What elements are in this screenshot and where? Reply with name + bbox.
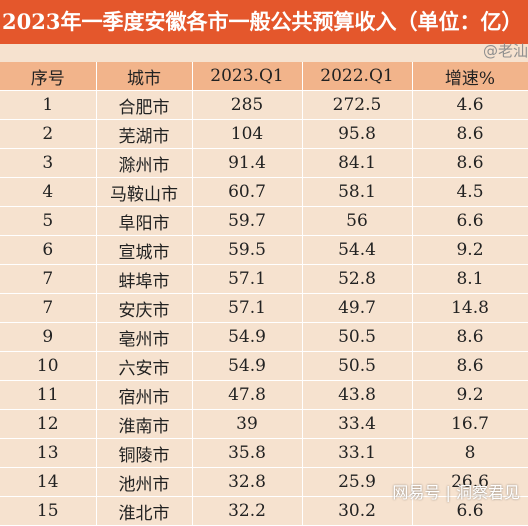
table-header: 序号 城市 2023.Q1 2022.Q1 增速% [0, 62, 528, 91]
cell-rank: 11 [0, 380, 97, 410]
table-row: 11 宿州市 47.8 43.8 9.2 [0, 380, 528, 410]
cell-city: 六安市 [96, 351, 193, 381]
cell-growth: 8.6 [412, 119, 528, 149]
cell-rank: 12 [0, 409, 97, 439]
cell-2023q1: 285 [192, 90, 303, 120]
cell-2023q1: 57.1 [192, 293, 303, 323]
table-row: 1 合肥市 285 272.5 4.6 [0, 90, 528, 120]
cell-2023q1: 39 [192, 409, 303, 439]
cell-city: 淮南市 [96, 409, 193, 439]
cell-city: 宣城市 [96, 235, 193, 265]
header-city: 城市 [96, 62, 193, 91]
cell-city: 芜湖市 [96, 119, 193, 149]
cell-city: 淮北市 [96, 496, 193, 526]
cell-2022q1: 54.4 [302, 235, 413, 265]
table-row: 6 宣城市 59.5 54.4 9.2 [0, 235, 528, 265]
cell-2022q1: 272.5 [302, 90, 413, 120]
header-2023q1: 2023.Q1 [192, 62, 303, 91]
cell-rank: 3 [0, 148, 97, 178]
table-row: 9 亳州市 54.9 50.5 8.6 [0, 322, 528, 352]
table-row: 3 滁州市 91.4 84.1 8.6 [0, 148, 528, 178]
cell-city: 蚌埠市 [96, 264, 193, 294]
cell-2022q1: 56 [302, 206, 413, 236]
cell-2023q1: 91.4 [192, 148, 303, 178]
table-row: 7 安庆市 57.1 49.7 14.8 [0, 293, 528, 323]
cell-growth: 4.5 [412, 177, 528, 207]
table-row: 5 阜阳市 59.7 56 6.6 [0, 206, 528, 236]
cell-city: 合肥市 [96, 90, 193, 120]
revenue-table: 序号 城市 2023.Q1 2022.Q1 增速% 1 合肥市 285 272.5 4.… [0, 62, 528, 526]
cell-2023q1: 32.8 [192, 467, 303, 497]
watermark-bottom: 网易号 | 洞察君见 [392, 483, 520, 502]
cell-2022q1: 33.4 [302, 409, 413, 439]
cell-2022q1: 49.7 [302, 293, 413, 323]
table-row: 10 六安市 54.9 50.5 8.6 [0, 351, 528, 381]
cell-rank: 1 [0, 90, 97, 120]
cell-2022q1: 84.1 [302, 148, 413, 178]
header-growth: 增速% [412, 62, 528, 91]
table-row: 4 马鞍山市 60.7 58.1 4.5 [0, 177, 528, 207]
cell-growth: 8.6 [412, 351, 528, 381]
cell-growth: 4.6 [412, 90, 528, 120]
cell-city: 马鞍山市 [96, 177, 193, 207]
cell-2023q1: 57.1 [192, 264, 303, 294]
cell-city: 安庆市 [96, 293, 193, 323]
watermark-top: @老汕 [482, 42, 528, 60]
cell-2022q1: 25.9 [302, 467, 413, 497]
cell-city: 铜陵市 [96, 438, 193, 468]
cell-city: 池州市 [96, 467, 193, 497]
cell-growth: 8.6 [412, 148, 528, 178]
cell-growth: 16.7 [412, 409, 528, 439]
cell-growth: 14.8 [412, 293, 528, 323]
cell-rank: 14 [0, 467, 97, 497]
cell-2022q1: 52.8 [302, 264, 413, 294]
cell-2023q1: 60.7 [192, 177, 303, 207]
cell-city: 阜阳市 [96, 206, 193, 236]
cell-2022q1: 50.5 [302, 322, 413, 352]
cell-2022q1: 58.1 [302, 177, 413, 207]
header-row: 序号 城市 2023.Q1 2022.Q1 增速% [0, 62, 528, 91]
table-row: 2 芜湖市 104 95.8 8.6 [0, 119, 528, 149]
table-body: 1 合肥市 285 272.5 4.6 2 芜湖市 104 95.8 8.6 3 滁州市 91.4 84.… [0, 90, 528, 526]
cell-2022q1: 50.5 [302, 351, 413, 381]
cell-2022q1: 95.8 [302, 119, 413, 149]
cell-growth: 6.6 [412, 206, 528, 236]
table-row: 7 蚌埠市 57.1 52.8 8.1 [0, 264, 528, 294]
cell-2023q1: 47.8 [192, 380, 303, 410]
cell-2023q1: 104 [192, 119, 303, 149]
cell-rank: 13 [0, 438, 97, 468]
header-2022q1: 2022.Q1 [302, 62, 413, 91]
cell-rank: 7 [0, 293, 97, 323]
cell-2022q1: 43.8 [302, 380, 413, 410]
cell-rank: 9 [0, 322, 97, 352]
cell-2022q1: 33.1 [302, 438, 413, 468]
cell-rank: 6 [0, 235, 97, 265]
cell-city: 亳州市 [96, 322, 193, 352]
cell-growth: 8 [412, 438, 528, 468]
header-rank: 序号 [0, 62, 97, 91]
cell-city: 滁州市 [96, 148, 193, 178]
cell-2023q1: 35.8 [192, 438, 303, 468]
page-title: 2023年一季度安徽各市一般公共预算收入（单位：亿） [0, 0, 528, 44]
cell-growth: 8.6 [412, 322, 528, 352]
cell-2023q1: 59.5 [192, 235, 303, 265]
cell-2023q1: 59.7 [192, 206, 303, 236]
cell-rank: 10 [0, 351, 97, 381]
table-row: 14 池州市 32.8 25.9 26.6 [0, 467, 528, 497]
cell-rank: 5 [0, 206, 97, 236]
cell-growth: 8.1 [412, 264, 528, 294]
cell-2023q1: 54.9 [192, 322, 303, 352]
table-row: 12 淮南市 39 33.4 16.7 [0, 409, 528, 439]
cell-growth: 26.6 [412, 467, 528, 497]
cell-rank: 4 [0, 177, 97, 207]
cell-city: 宿州市 [96, 380, 193, 410]
cell-2023q1: 54.9 [192, 351, 303, 381]
cell-rank: 15 [0, 496, 97, 526]
cell-rank: 7 [0, 264, 97, 294]
cell-2023q1: 32.2 [192, 496, 303, 526]
cell-growth: 9.2 [412, 235, 528, 265]
table-row: 13 铜陵市 35.8 33.1 8 [0, 438, 528, 468]
cell-growth: 9.2 [412, 380, 528, 410]
cell-rank: 2 [0, 119, 97, 149]
